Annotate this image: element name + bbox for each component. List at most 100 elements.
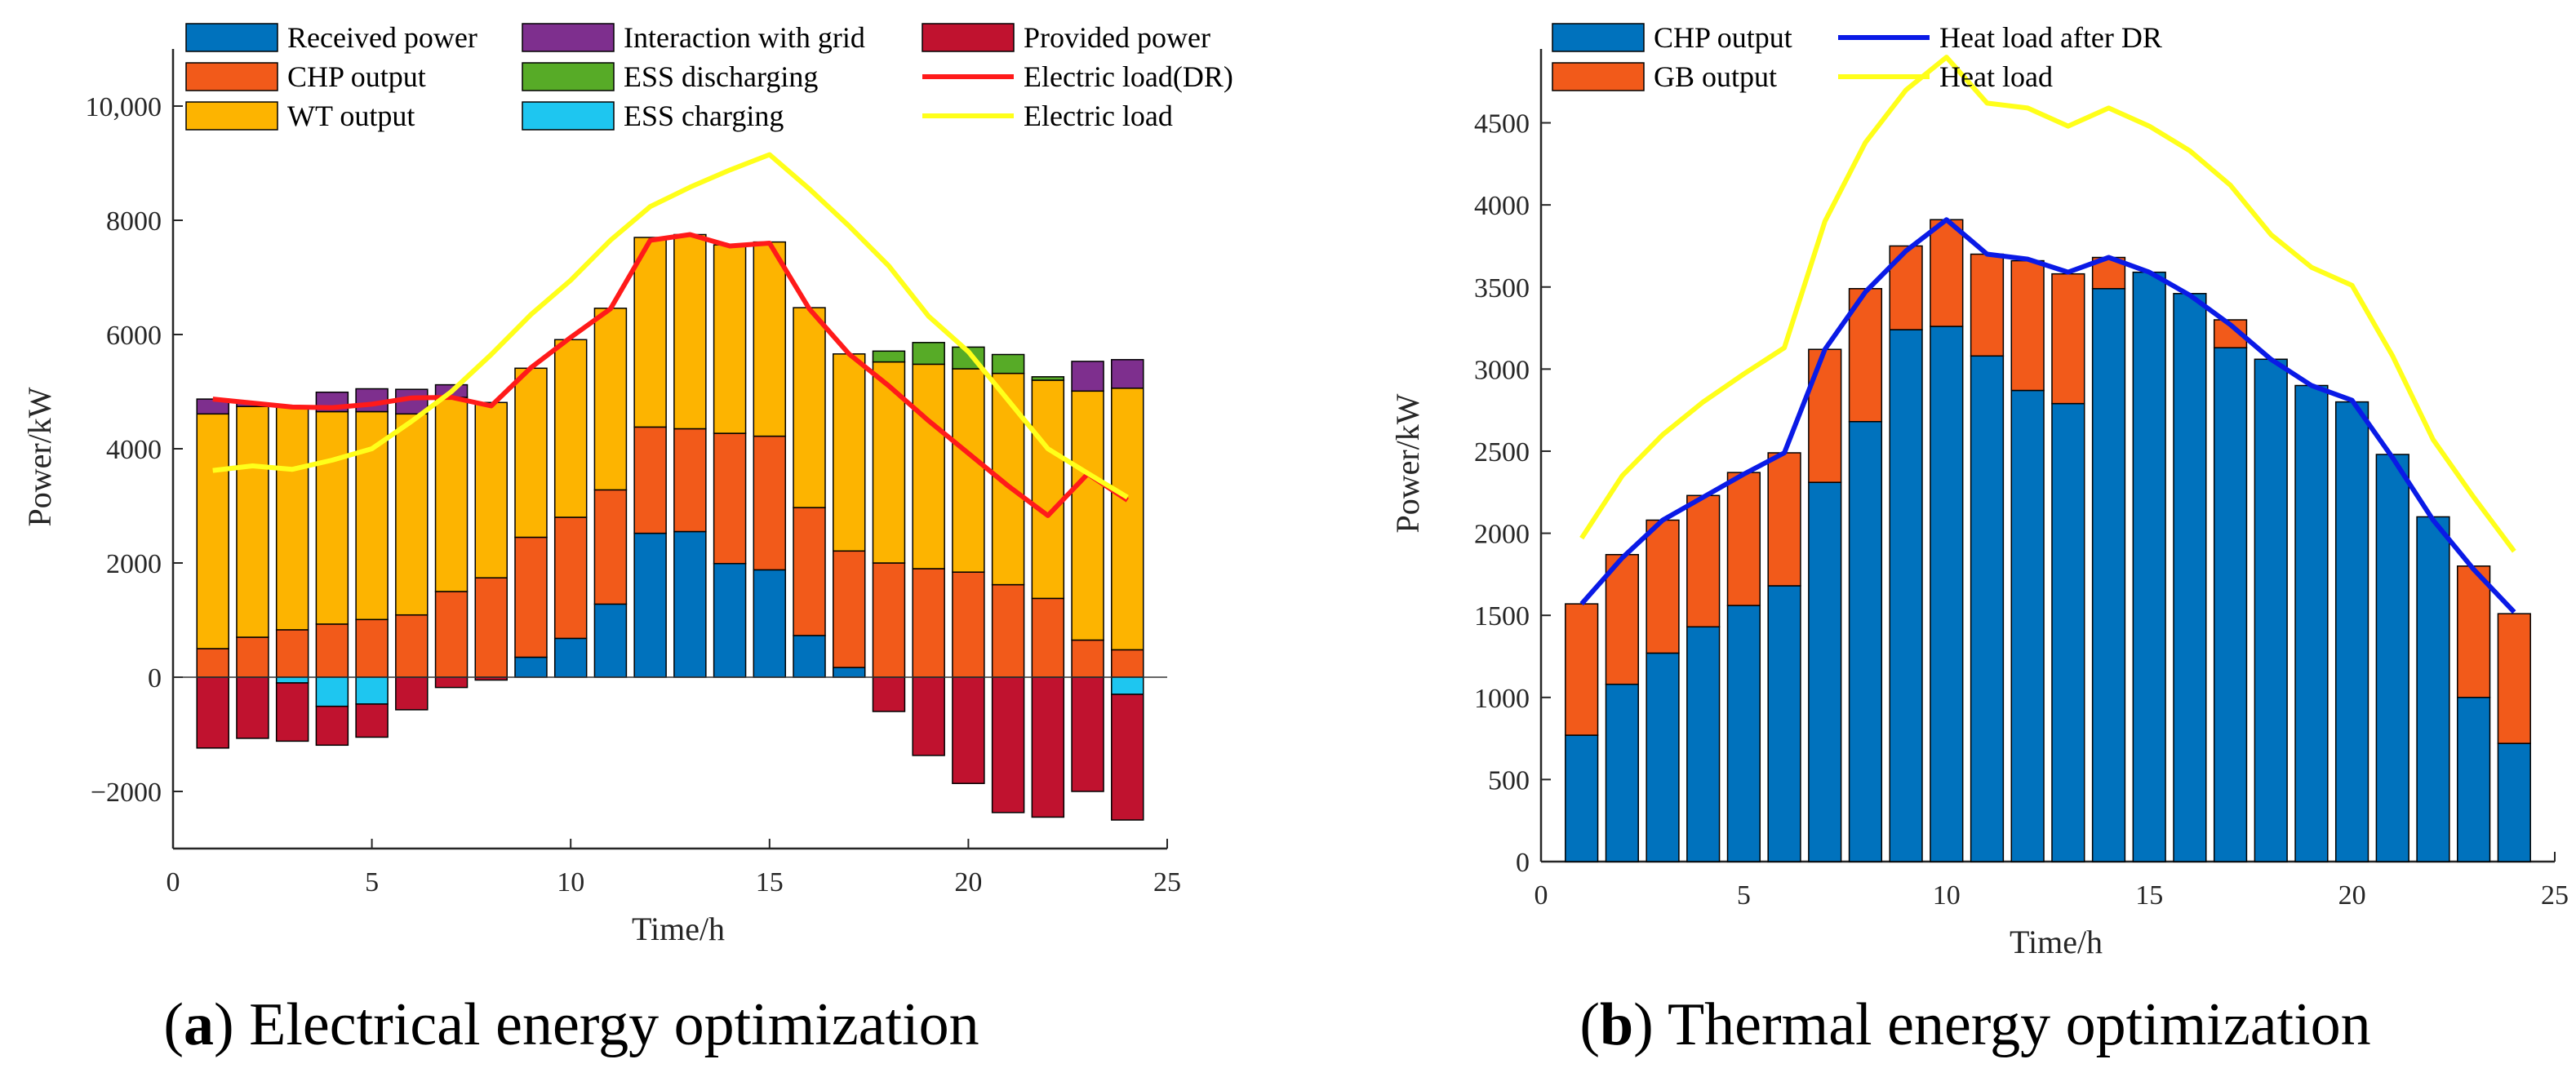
y-tick-label: 0 [1516, 848, 1530, 878]
bar-wt-output [196, 413, 229, 649]
y-tick-label: 0 [148, 663, 162, 694]
bar-gb-output [1646, 519, 1680, 654]
bar-chp-output [991, 583, 1025, 678]
bar-provided-power [315, 705, 349, 747]
bar-chp-output [395, 614, 429, 678]
bar-gb-output [2457, 565, 2491, 698]
bar-wt-output [553, 339, 588, 518]
y-tick-label: 4500 [1474, 109, 1530, 140]
bar-provided-power [991, 676, 1025, 813]
bar-received-power [593, 603, 628, 678]
y-tick-label: 3500 [1474, 273, 1530, 304]
bar-provided-power [1071, 676, 1104, 792]
y-tick-label: 2000 [1474, 520, 1530, 550]
y-tick-label: 4000 [106, 435, 162, 465]
bar-chp-output [2334, 401, 2369, 862]
bar-chp-output [633, 426, 667, 534]
bar-wt-output [872, 361, 906, 564]
bar-received-power [713, 562, 747, 678]
bar-chp-output [1686, 626, 1721, 862]
bar-wt-output [713, 244, 747, 434]
bar-gb-output [2497, 613, 2531, 744]
y-tick-label: 1000 [1474, 684, 1530, 714]
legend-label-wt-output: WT output [287, 100, 415, 132]
bar-gb-output [1930, 219, 1964, 327]
y-tick-label: 3000 [1474, 355, 1530, 385]
legend-label-chp-output: CHP output [1654, 21, 1792, 54]
legend: CHP output GB output Heat load after DR Hea… [1552, 21, 2162, 93]
x-tick-label: 20 [2338, 880, 2366, 911]
bar-chp-output [1605, 683, 1639, 862]
bar-provided-power [275, 682, 309, 742]
bar-chp-output [793, 507, 826, 636]
x-tick-label: 10 [1933, 880, 1961, 911]
bar-gb-output [1970, 253, 2005, 357]
bar-chp-output [2091, 288, 2126, 862]
legend-label-gb-output: GB output [1654, 60, 1777, 93]
bar-chp-output [713, 432, 747, 565]
chart-b-thermal: 0 500 1000 1500 2000 2500 3000 3500 4000 4500 0 5 10… [1389, 21, 2569, 960]
bar-chp-output [2294, 384, 2329, 862]
bar-wt-output [1071, 390, 1104, 641]
bar-chp-output [673, 428, 707, 533]
bar-chp-output [872, 562, 906, 678]
bar-chp-output [2457, 697, 2491, 862]
legend-label-electric-load: Electric load [1024, 100, 1173, 132]
bar-wt-output [833, 353, 866, 552]
bar-chp-output [434, 591, 469, 678]
bar-gb-output [1565, 603, 1599, 736]
x-tick-label: 5 [1737, 880, 1751, 911]
bar-wt-output [673, 233, 707, 430]
bar-provided-power [952, 676, 985, 784]
bar-received-power [833, 667, 866, 678]
chart-a-electrical: −2000 0 2000 4000 6000 8000 10,000 0 5 10 15 20 25 Ti… [21, 21, 1233, 947]
bar-wt-output [633, 237, 667, 428]
y-tick-label: 2000 [106, 549, 162, 579]
bar-chp-output [1726, 605, 1761, 862]
line-electric-load [212, 152, 1129, 500]
line-heat-load [1579, 55, 2516, 553]
bar-chp-output [2254, 358, 2288, 862]
bar-received-power [633, 532, 667, 678]
bar-wt-output [434, 397, 469, 592]
bar-ess-charging [275, 676, 309, 684]
bar-gb-output [1808, 348, 1842, 483]
legend-swatch-received-power [185, 23, 278, 52]
bar-gb-output [2051, 273, 2085, 405]
x-axis-label: Time/h [2010, 924, 2103, 960]
legend-label-electric-load-dr: Electric load(DR) [1024, 60, 1233, 93]
x-tick-label: 15 [756, 867, 784, 898]
bar-chp-output [1767, 585, 1801, 862]
legend-swatch-interaction-with-grid [522, 23, 615, 52]
bar-chp-output [912, 568, 945, 678]
bar-chp-output [593, 489, 628, 605]
bar-interaction-with-grid [1071, 361, 1104, 392]
bar-gb-output [1686, 494, 1721, 628]
bar-chp-output [1848, 421, 1883, 862]
bar-chp-output [1889, 329, 1923, 862]
bar-chp-output [1808, 481, 1842, 862]
bar-chp-output [1565, 734, 1599, 862]
bar-chp-output [1930, 326, 1964, 862]
bar-gb-output [2010, 259, 2045, 392]
y-tick-label: 8000 [106, 206, 162, 237]
x-tick-label: 20 [954, 867, 982, 898]
line-heat-load-after-dr [1579, 217, 2516, 614]
x-tick-label: 5 [365, 867, 379, 898]
legend-swatch-gb-output [1552, 62, 1645, 91]
bar-wt-output [1111, 388, 1144, 651]
bar-chp-output [355, 618, 389, 678]
y-axis-label: Power/kW [1389, 393, 1426, 533]
bar-wt-output [236, 406, 269, 638]
bar-chp-output [1111, 649, 1144, 678]
x-tick-label: 15 [2135, 880, 2163, 911]
bar-received-power [793, 635, 826, 678]
bar-wt-output [474, 401, 508, 578]
bar-provided-power [355, 703, 389, 738]
bar-chp-output [833, 550, 866, 668]
legend-swatch-provided-power [922, 23, 1015, 52]
bar-provided-power [1111, 694, 1144, 821]
bar-wt-output [593, 308, 628, 491]
bar-received-power [753, 569, 787, 678]
bar-chp-output [2375, 454, 2409, 862]
